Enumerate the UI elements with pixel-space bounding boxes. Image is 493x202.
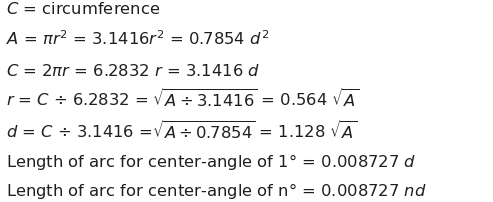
Text: $\mathit{C}$ = circumference: $\mathit{C}$ = circumference [6, 1, 160, 17]
Text: $\mathit{r}$ = $\mathit{C}$ ÷ 6.2832 = $\sqrt{\mathit{A} \div 3.1416}$ = 0.564 $: $\mathit{r}$ = $\mathit{C}$ ÷ 6.2832 = $… [6, 88, 359, 110]
Text: $\mathit{C}$ = 2$\pi\mathit{r}$ = 6.2832 $\mathit{r}$ = 3.1416 $\mathit{d}$: $\mathit{C}$ = 2$\pi\mathit{r}$ = 6.2832… [6, 63, 260, 79]
Text: Length of arc for center-angle of n° = 0.008727 $\mathit{nd}$: Length of arc for center-angle of n° = 0… [6, 180, 426, 200]
Text: $\mathit{d}$ = $\mathit{C}$ ÷ 3.1416 =$\sqrt{\mathit{A} \div 0.7854}$ = 1.128 $\: $\mathit{d}$ = $\mathit{C}$ ÷ 3.1416 =$\… [6, 119, 357, 141]
Text: $\mathit{A}$ = $\pi \mathit{r}^2$ = 3.1416$\mathit{r}^2$ = 0.7854 $\mathit{d}^2$: $\mathit{A}$ = $\pi \mathit{r}^2$ = 3.14… [6, 29, 269, 48]
Text: Length of arc for center-angle of 1° = 0.008727 $\mathit{d}$: Length of arc for center-angle of 1° = 0… [6, 151, 416, 171]
